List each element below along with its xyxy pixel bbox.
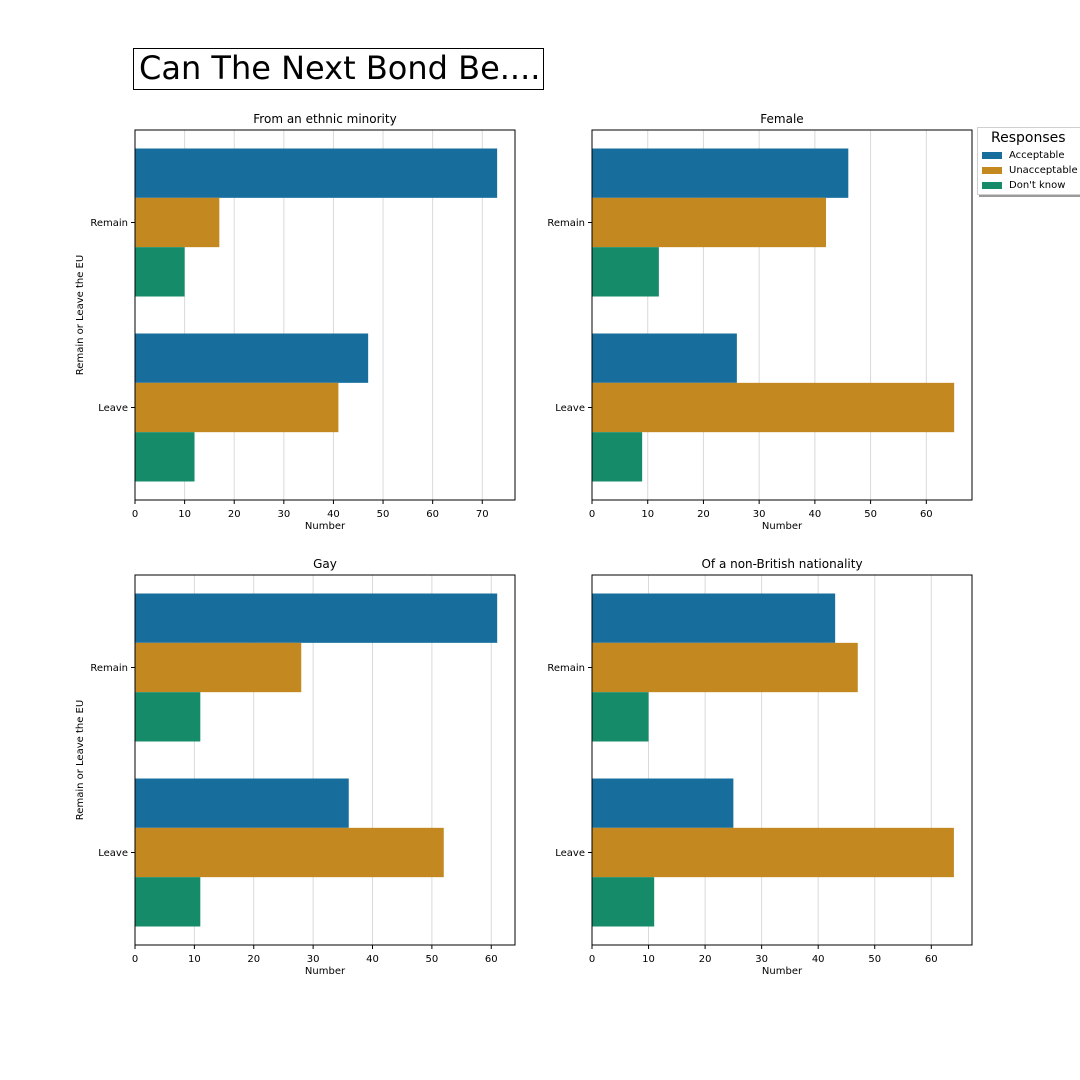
bar-leave-acceptable: [135, 778, 349, 828]
x-tick-label: 60: [920, 509, 933, 520]
bar-leave-don-t-know: [592, 877, 655, 927]
bar-leave-don-t-know: [135, 877, 201, 927]
bar-remain-acceptable: [135, 148, 498, 198]
x-tick-label: 30: [307, 954, 320, 965]
x-tick-label: 0: [132, 954, 138, 965]
x-tick-label: 50: [868, 954, 881, 965]
y-tick-label: Remain: [547, 218, 585, 229]
bar-remain-acceptable: [135, 593, 498, 643]
x-axis-label: Number: [305, 521, 346, 532]
x-tick-label: 60: [925, 954, 938, 965]
x-tick-label: 40: [809, 509, 822, 520]
x-tick-label: 40: [327, 509, 340, 520]
bar-remain-don-t-know: [592, 247, 659, 297]
legend-label-dont-know: Don't know: [1009, 180, 1066, 191]
x-tick-label: 30: [277, 509, 290, 520]
bar-leave-unacceptable: [592, 827, 954, 878]
bar-leave-acceptable: [135, 333, 369, 383]
x-tick-label: 40: [812, 954, 825, 965]
bar-leave-unacceptable: [592, 382, 955, 433]
bar-remain-unacceptable: [592, 642, 858, 693]
x-tick-label: 10: [642, 954, 655, 965]
bar-remain-unacceptable: [135, 197, 220, 248]
x-tick-label: 30: [753, 509, 766, 520]
x-tick-label: 0: [589, 954, 595, 965]
legend: Responses Acceptable Unacceptable Don't …: [977, 127, 1080, 195]
legend-title: Responses: [991, 130, 1066, 146]
y-tick-label: Remain: [90, 663, 128, 674]
bar-remain-acceptable: [592, 593, 836, 643]
plot-frame: [134, 129, 516, 501]
legend-label-acceptable: Acceptable: [1009, 150, 1065, 161]
bar-remain-don-t-know: [592, 692, 649, 742]
x-tick-label: 10: [641, 509, 654, 520]
x-tick-label: 20: [697, 509, 710, 520]
x-tick-label: 20: [699, 954, 712, 965]
bar-remain-unacceptable: [135, 642, 302, 693]
legend-swatch-dont-know: [982, 182, 1002, 189]
bar-leave-acceptable: [592, 333, 737, 383]
bar-leave-don-t-know: [592, 432, 643, 482]
bar-remain-unacceptable: [592, 197, 827, 248]
plot-frame: [134, 574, 516, 946]
legend-label-unacceptable: Unacceptable: [1009, 165, 1078, 176]
x-tick-label: 10: [178, 509, 191, 520]
y-axis-label: Remain or Leave the EU: [75, 700, 86, 820]
subplot-of-a-non-british-nationality: Remain Leave 0 10 20 30 40 50 60 Of a non-British…: [547, 557, 973, 977]
legend-swatch-acceptable: [982, 152, 1002, 159]
x-tick-label: 20: [247, 954, 260, 965]
subplot-title: Of a non-British nationality: [701, 557, 862, 571]
figure-title: Can The Next Bond Be....: [133, 48, 544, 90]
x-tick-label: 40: [366, 954, 379, 965]
plot-frame: [591, 574, 973, 946]
x-tick-label: 0: [589, 509, 595, 520]
x-tick-label: 50: [426, 954, 439, 965]
x-tick-label: 60: [426, 509, 439, 520]
bar-leave-unacceptable: [135, 827, 444, 878]
bar-remain-acceptable: [592, 148, 849, 198]
subplot-from-an-ethnic-minority: Remain Leave 0 10 20 30 40 50 60 70 From an ethnic…: [75, 112, 516, 532]
x-axis-label: Number: [762, 966, 803, 977]
bar-leave-unacceptable: [135, 382, 339, 433]
legend-swatch-unacceptable: [982, 167, 1002, 174]
x-tick-label: 70: [476, 509, 489, 520]
y-tick-label: Leave: [98, 403, 128, 414]
x-axis-label: Number: [762, 521, 803, 532]
x-tick-label: 20: [228, 509, 241, 520]
subplot-title: Female: [760, 112, 803, 126]
bar-leave-don-t-know: [135, 432, 195, 482]
x-tick-label: 50: [377, 509, 390, 520]
x-tick-label: 10: [188, 954, 201, 965]
subplot-gay: Remain Leave 0 10 20 30 40 50 60 Gay Number Remain …: [75, 557, 516, 977]
bar-leave-acceptable: [592, 778, 734, 828]
bar-remain-don-t-know: [135, 247, 185, 297]
x-tick-label: 30: [755, 954, 768, 965]
subplot-title: From an ethnic minority: [253, 112, 396, 126]
subplot-title: Gay: [313, 557, 337, 571]
x-axis-label: Number: [305, 966, 346, 977]
y-tick-label: Remain: [547, 663, 585, 674]
y-tick-label: Leave: [555, 403, 585, 414]
subplot-female: Remain Leave 0 10 20 30 40 50 60 Female Number: [547, 112, 973, 532]
y-tick-label: Remain: [90, 218, 128, 229]
y-axis-label: Remain or Leave the EU: [75, 255, 86, 375]
x-tick-label: 0: [132, 509, 138, 520]
y-tick-label: Leave: [98, 848, 128, 859]
x-tick-label: 50: [864, 509, 877, 520]
y-tick-label: Leave: [555, 848, 585, 859]
plot-frame: [591, 129, 973, 501]
bar-remain-don-t-know: [135, 692, 201, 742]
x-tick-label: 60: [485, 954, 498, 965]
